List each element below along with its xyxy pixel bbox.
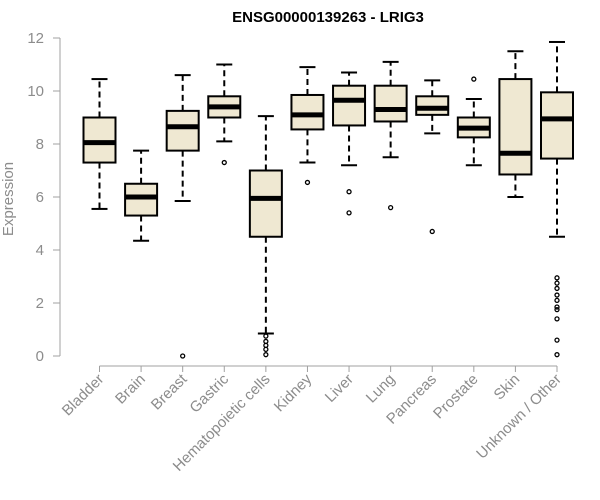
box-iqr (540, 91, 574, 160)
box-group (290, 66, 325, 186)
outlier-point (346, 210, 352, 216)
x-tick-label: Skin (491, 371, 524, 404)
y-tick-label: 6 (36, 189, 44, 206)
chart-title: ENSG00000139263 - LRIG3 (232, 9, 424, 26)
box-group (373, 60, 408, 211)
outlier-point (554, 306, 560, 313)
box-group (540, 40, 574, 358)
outlier-point (346, 189, 352, 195)
box-iqr (332, 84, 367, 127)
box-iqr (498, 78, 533, 176)
box-iqr (165, 109, 200, 152)
box-iqr (124, 182, 159, 217)
outlier-point (554, 297, 560, 304)
x-tick-label: Liver (322, 371, 357, 406)
x-tick-label: Bladder (59, 371, 108, 420)
box-series (82, 40, 574, 359)
box-group (498, 50, 533, 198)
y-tick-label: 8 (36, 136, 44, 153)
y-tick-label: 10 (27, 83, 44, 100)
outlier-point (263, 346, 269, 353)
outlier-point (554, 285, 560, 292)
box-iqr (290, 93, 325, 131)
x-tick-label: Prostate (430, 371, 482, 423)
outlier-point (554, 316, 560, 322)
y-tick-label: 0 (36, 348, 44, 365)
outlier-point (429, 228, 435, 235)
outlier-point (221, 159, 227, 166)
y-tick-label: 2 (36, 295, 44, 312)
box-iqr (248, 169, 283, 238)
outlier-point (554, 280, 560, 286)
x-tick-label: Kidney (271, 370, 316, 415)
box-iqr (82, 116, 117, 164)
outlier-point (554, 304, 560, 310)
y-tick-label: 4 (36, 242, 44, 259)
box-iqr (415, 95, 450, 116)
outlier-point (180, 353, 186, 359)
box-iqr (373, 84, 408, 123)
outlier-point (263, 352, 269, 358)
outlier-point (387, 204, 394, 211)
y-axis-title: Expression (0, 162, 17, 236)
outlier-point (554, 292, 560, 298)
box-group (207, 63, 242, 166)
outlier-point (554, 337, 560, 343)
box-group (415, 79, 450, 235)
outlier-point (263, 333, 269, 339)
box-group (165, 74, 200, 359)
box-group (124, 149, 159, 242)
y-tick-label: 12 (27, 30, 44, 47)
y-axis: 0 2 4 6 8 10 12 (27, 30, 61, 365)
x-tick-label: Brain (112, 371, 149, 408)
box-group (456, 76, 491, 167)
outlier-point (554, 275, 560, 281)
outlier-point (554, 352, 560, 358)
outlier-point (471, 76, 477, 82)
x-tick-label: Lung (363, 371, 399, 407)
box-group (332, 71, 367, 216)
box-group (248, 115, 283, 358)
x-tick-label: Breast (148, 370, 191, 413)
box-group (82, 78, 117, 210)
outlier-point (304, 179, 311, 186)
